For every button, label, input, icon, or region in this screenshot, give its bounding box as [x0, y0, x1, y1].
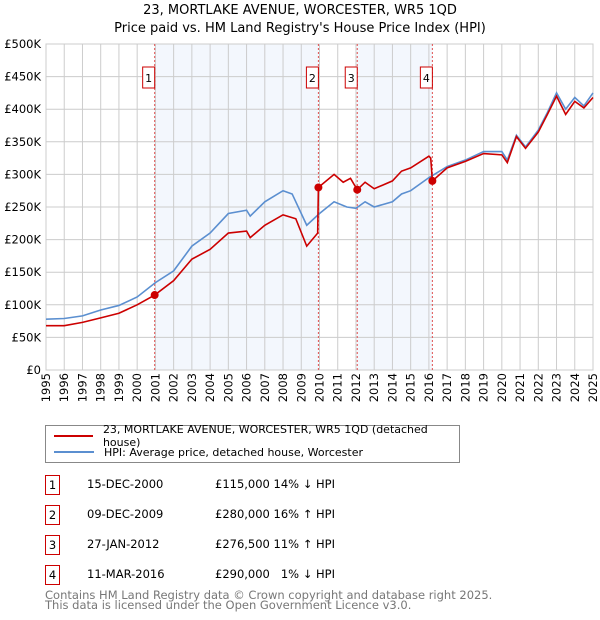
y-tick-label: £100K	[4, 298, 41, 312]
y-tick-label: £250K	[4, 200, 41, 214]
sale-price: £290,000	[215, 567, 270, 581]
x-tick-label: 2014	[385, 373, 399, 402]
y-tick-label: £0	[26, 363, 41, 377]
x-tick-label: 2015	[404, 373, 418, 402]
chart-title: 23, MORTLAKE AVENUE, WORCESTER, WR5 1QD	[143, 3, 457, 18]
sale-date: 27-JAN-2012	[87, 537, 160, 551]
x-tick-label: 2006	[240, 373, 254, 402]
x-tick-label: 2001	[148, 373, 162, 402]
y-tick-label: £200K	[4, 233, 41, 247]
x-tick-label: 2010	[313, 373, 327, 402]
sale-hpi-diff: 14% ↓ HPI	[273, 477, 335, 491]
y-tick-label: £450K	[4, 70, 41, 84]
sale-marker-number: 3	[348, 72, 355, 85]
sale-marker-number: 2	[309, 72, 316, 85]
sale-date: 09-DEC-2009	[87, 507, 164, 521]
sale-date: 15-DEC-2000	[87, 477, 164, 491]
sale-hpi-diff: 1% ↓ HPI	[280, 567, 335, 581]
x-tick-label: 2007	[258, 373, 272, 402]
plot-border	[45, 43, 594, 371]
x-tick-label: 1997	[75, 373, 89, 402]
sale-price: £276,500	[215, 537, 270, 551]
legend-item-hpi: HPI: Average price, detached house, Worc…	[54, 445, 363, 459]
x-tick-label: 2013	[367, 373, 381, 402]
sale-marker-box	[344, 66, 358, 89]
y-tick-label: £350K	[4, 135, 41, 149]
sale-point	[314, 183, 323, 192]
x-tick-label: 2011	[331, 373, 345, 402]
sale-hpi-diff: 16% ↑ HPI	[273, 507, 335, 521]
x-tick-label: 2016	[422, 373, 436, 402]
x-tick-label: 2009	[294, 373, 308, 402]
x-tick-label: 2005	[221, 373, 235, 402]
sale-marker-number: 4	[423, 72, 430, 85]
sale-marker-box: 1	[45, 475, 60, 495]
x-tick-label: 2004	[203, 373, 217, 402]
x-tick-label: 1998	[94, 373, 108, 402]
x-tick-label: 2021	[513, 373, 527, 402]
x-tick-label: 2017	[440, 373, 454, 402]
sale-point	[150, 291, 159, 300]
x-tick-label: 2012	[349, 373, 363, 402]
x-tick-label: 1995	[39, 373, 53, 402]
sale-hpi-diff: 11% ↑ HPI	[273, 537, 335, 551]
legend-item-property: 23, MORTLAKE AVENUE, WORCESTER, WR5 1QD …	[54, 423, 459, 449]
y-tick-label: £50K	[12, 330, 42, 344]
price-chart: 1995 1996 1997 1998 1999 2000 2001 2002 2003 2004…	[4, 37, 600, 402]
y-tick-label: £500K	[4, 37, 41, 51]
sale-marker-box	[142, 66, 156, 89]
x-tick-label: 2003	[185, 373, 199, 402]
x-tick-label: 2002	[167, 373, 181, 402]
legend: 23, MORTLAKE AVENUE, WORCESTER, WR5 1QD …	[45, 423, 460, 463]
legend-swatch-red	[54, 435, 93, 437]
sale-date: 11-MAR-2016	[87, 567, 165, 581]
sale-price: £280,000	[215, 507, 270, 521]
sale-point	[428, 176, 437, 185]
footer-line-1: Contains HM Land Registry data © Crown c…	[45, 588, 493, 602]
sale-marker-box	[419, 66, 433, 89]
x-tick-label: 2018	[458, 373, 472, 402]
x-tick-label: 2019	[477, 373, 491, 402]
legend-label: HPI: Average price, detached house, Worc…	[104, 445, 364, 459]
y-tick-label: £300K	[4, 167, 41, 181]
legend-swatch-blue	[54, 451, 94, 453]
y-tick-label: £400K	[4, 102, 41, 116]
footer-line-2: This data is licensed under the Open Gov…	[45, 598, 412, 612]
legend-label: 23, MORTLAKE AVENUE, WORCESTER, WR5 1QD …	[102, 423, 428, 449]
y-tick-label: £150K	[4, 265, 41, 279]
x-tick-label: 2000	[130, 373, 144, 402]
hpi-line	[45, 91, 594, 320]
x-tick-label: 2022	[531, 373, 545, 402]
x-tick-label: 1999	[112, 373, 126, 402]
x-tick-label: 1996	[57, 373, 71, 402]
x-tick-label: 2025	[586, 373, 600, 402]
x-tick-label: 2020	[495, 373, 509, 402]
chart-subtitle: Price paid vs. HM Land Registry's House …	[114, 21, 486, 36]
x-tick-label: 2024	[568, 373, 582, 402]
sale-price: £115,000	[215, 477, 270, 491]
sale-marker-box: 2	[45, 505, 60, 525]
sale-point	[353, 185, 362, 194]
sale-marker-box	[305, 66, 319, 89]
sale-marker-number: 1	[145, 72, 152, 85]
x-tick-label: 2008	[276, 373, 290, 402]
sale-marker-box: 4	[45, 565, 60, 585]
sale-marker-box: 3	[45, 535, 60, 555]
x-tick-label: 2023	[550, 373, 564, 402]
